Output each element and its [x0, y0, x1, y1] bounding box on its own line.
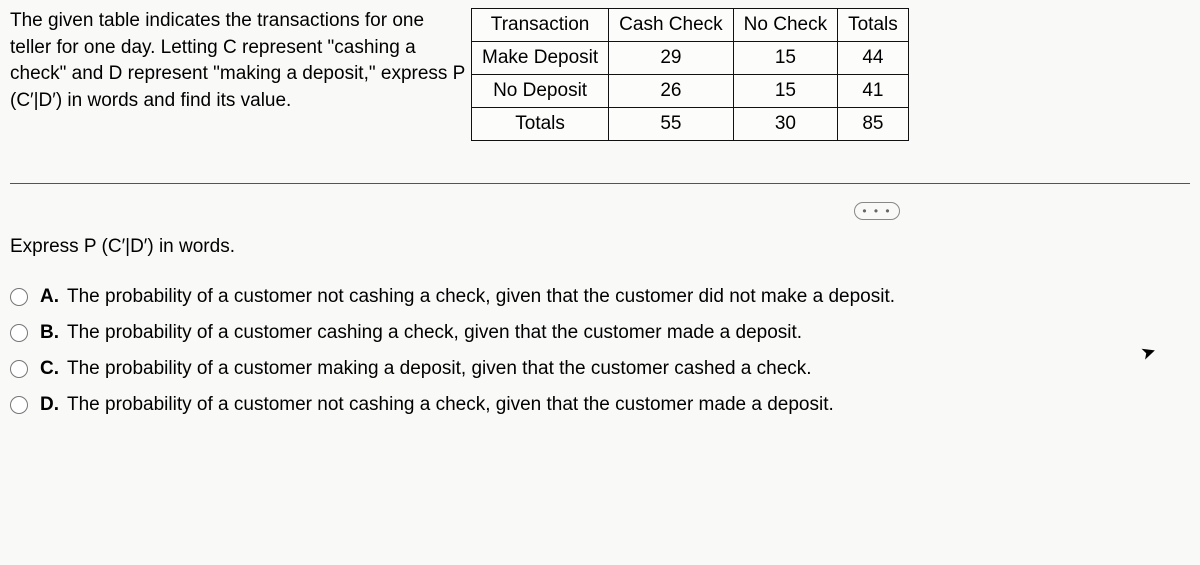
table-row: Make Deposit 29 15 44 [472, 42, 909, 75]
header-cash-check: Cash Check [609, 9, 734, 42]
radio-b[interactable] [10, 324, 28, 342]
row-label: Totals [472, 108, 609, 141]
option-label-d: D. [40, 394, 59, 416]
cell: 85 [838, 108, 909, 141]
problem-statement: The given table indicates the transactio… [10, 8, 465, 114]
option-a[interactable]: A. The probability of a customer not cas… [10, 286, 1190, 308]
row-label: No Deposit [472, 75, 609, 108]
header-no-check: No Check [733, 9, 837, 42]
cell: 15 [733, 75, 837, 108]
radio-c[interactable] [10, 360, 28, 378]
option-label-a: A. [40, 286, 59, 308]
table-header-row: Transaction Cash Check No Check Totals [472, 9, 909, 42]
row-label: Make Deposit [472, 42, 609, 75]
cell: 41 [838, 75, 909, 108]
table-row: No Deposit 26 15 41 [472, 75, 909, 108]
option-text-d: The probability of a customer not cashin… [67, 394, 834, 416]
transaction-table: Transaction Cash Check No Check Totals M… [471, 8, 909, 141]
option-label-b: B. [40, 322, 59, 344]
cell: 29 [609, 42, 734, 75]
header-totals: Totals [838, 9, 909, 42]
cell: 44 [838, 42, 909, 75]
option-text-b: The probability of a customer cashing a … [67, 322, 802, 344]
option-text-a: The probability of a customer not cashin… [67, 286, 895, 308]
option-text-c: The probability of a customer making a d… [67, 358, 812, 380]
answer-options: A. The probability of a customer not cas… [10, 286, 1190, 416]
section-divider [10, 183, 1190, 184]
cell: 55 [609, 108, 734, 141]
problem-line-1: The given table indicates the transactio… [10, 10, 424, 31]
option-label-c: C. [40, 358, 59, 380]
table-row: Totals 55 30 85 [472, 108, 909, 141]
ellipsis-icon: • • • [862, 204, 891, 218]
option-b[interactable]: B. The probability of a customer cashing… [10, 322, 1190, 344]
option-c[interactable]: C. The probability of a customer making … [10, 358, 1190, 380]
radio-a[interactable] [10, 288, 28, 306]
header-transaction: Transaction [472, 9, 609, 42]
radio-d[interactable] [10, 396, 28, 414]
cell: 15 [733, 42, 837, 75]
question-prompt: Express P (C′|D′) in words. [10, 236, 1190, 258]
cell: 26 [609, 75, 734, 108]
problem-line-2: teller for one day. Letting C represent … [10, 37, 400, 58]
option-d[interactable]: D. The probability of a customer not cas… [10, 394, 1190, 416]
cell: 30 [733, 108, 837, 141]
more-options-button[interactable]: • • • [854, 202, 900, 220]
